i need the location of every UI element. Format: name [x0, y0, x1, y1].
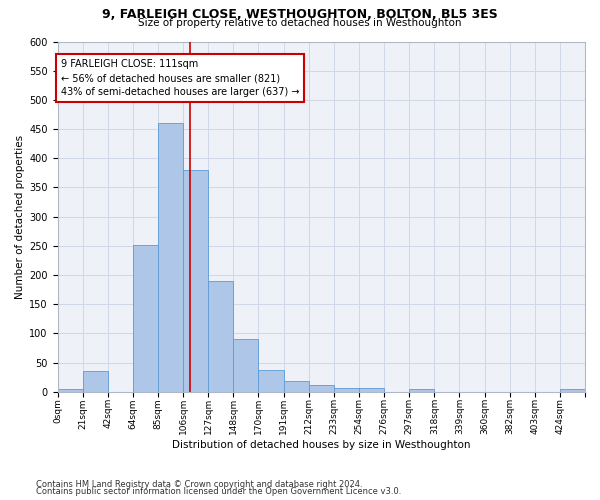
Bar [208, 281, 233, 392]
Bar [183, 170, 208, 392]
Bar [560, 389, 585, 392]
Bar [133, 244, 158, 392]
Text: Contains public sector information licensed under the Open Government Licence v3: Contains public sector information licen… [36, 488, 401, 496]
Y-axis label: Number of detached properties: Number of detached properties [15, 134, 25, 298]
Bar [259, 370, 284, 392]
Bar [233, 338, 259, 392]
Bar [359, 388, 384, 392]
Text: Contains HM Land Registry data © Crown copyright and database right 2024.: Contains HM Land Registry data © Crown c… [36, 480, 362, 489]
Bar [409, 389, 434, 392]
Bar [58, 389, 83, 392]
Bar [284, 380, 308, 392]
Text: Size of property relative to detached houses in Westhoughton: Size of property relative to detached ho… [138, 18, 462, 28]
Text: 9, FARLEIGH CLOSE, WESTHOUGHTON, BOLTON, BL5 3ES: 9, FARLEIGH CLOSE, WESTHOUGHTON, BOLTON,… [102, 8, 498, 20]
X-axis label: Distribution of detached houses by size in Westhoughton: Distribution of detached houses by size … [172, 440, 470, 450]
Bar [83, 372, 108, 392]
Text: 9 FARLEIGH CLOSE: 111sqm
← 56% of detached houses are smaller (821)
43% of semi-: 9 FARLEIGH CLOSE: 111sqm ← 56% of detach… [61, 59, 299, 97]
Bar [308, 385, 334, 392]
Bar [158, 123, 183, 392]
Bar [334, 388, 359, 392]
